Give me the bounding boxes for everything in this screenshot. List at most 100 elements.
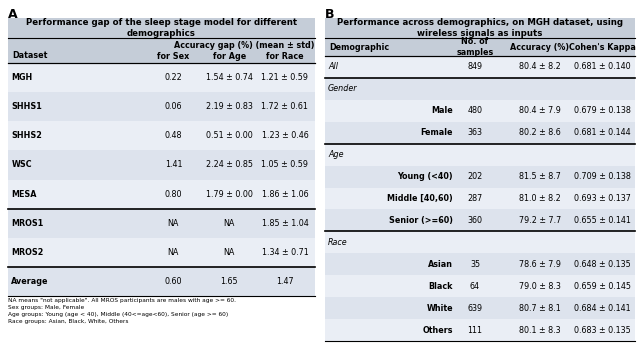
Text: 1.72 ± 0.61: 1.72 ± 0.61 — [262, 102, 308, 111]
Text: 78.6 ± 7.9: 78.6 ± 7.9 — [519, 260, 561, 269]
Text: 0.06: 0.06 — [164, 102, 182, 111]
Bar — [325, 122, 635, 144]
Text: 0.684 ± 0.141: 0.684 ± 0.141 — [573, 304, 630, 313]
Text: MROS1: MROS1 — [12, 219, 44, 228]
Text: WSC: WSC — [12, 161, 32, 170]
Text: 2.19 ± 0.83: 2.19 ± 0.83 — [205, 102, 253, 111]
Text: Young (<40): Young (<40) — [397, 172, 453, 181]
Text: MESA: MESA — [12, 190, 37, 199]
Text: Age: Age — [328, 150, 344, 159]
Text: Others: Others — [422, 326, 453, 335]
Bar — [8, 121, 315, 151]
Text: 287: 287 — [467, 194, 483, 203]
Bar — [8, 180, 315, 209]
Text: 0.681 ± 0.140: 0.681 ± 0.140 — [573, 63, 630, 72]
Text: Performance across demographics, on MGH dataset, using
wireless signals as input: Performance across demographics, on MGH … — [337, 18, 623, 38]
Text: White: White — [426, 304, 453, 313]
Text: for Sex: for Sex — [157, 52, 189, 61]
Bar — [325, 38, 635, 56]
Bar — [8, 92, 315, 121]
Bar — [8, 38, 315, 63]
Text: 80.1 ± 8.3: 80.1 ± 8.3 — [519, 326, 561, 335]
Bar — [8, 238, 315, 267]
Text: 1.47: 1.47 — [276, 277, 294, 286]
Text: 0.22: 0.22 — [164, 73, 182, 82]
Text: 202: 202 — [467, 172, 483, 181]
Bar — [325, 231, 635, 253]
Bar — [325, 144, 635, 166]
Text: 363: 363 — [467, 128, 483, 137]
Text: 80.7 ± 8.1: 80.7 ± 8.1 — [519, 304, 561, 313]
Bar — [325, 166, 635, 188]
Text: 0.679 ± 0.138: 0.679 ± 0.138 — [573, 106, 630, 115]
Text: 1.65: 1.65 — [220, 277, 238, 286]
Text: Senior (>=60): Senior (>=60) — [389, 216, 453, 225]
Text: 0.659 ± 0.145: 0.659 ± 0.145 — [573, 282, 630, 291]
Text: 1.54 ± 0.74: 1.54 ± 0.74 — [205, 73, 253, 82]
Text: Cohen's Kappa: Cohen's Kappa — [568, 43, 636, 52]
Text: 1.05 ± 0.59: 1.05 ± 0.59 — [261, 161, 308, 170]
Text: 480: 480 — [467, 106, 483, 115]
Text: Gender: Gender — [328, 84, 358, 93]
Text: A: A — [8, 8, 18, 21]
Text: Black: Black — [429, 282, 453, 291]
Text: 0.51 ± 0.00: 0.51 ± 0.00 — [206, 131, 253, 140]
Text: 0.648 ± 0.135: 0.648 ± 0.135 — [573, 260, 630, 269]
Text: 80.4 ± 8.2: 80.4 ± 8.2 — [519, 63, 561, 72]
Bar — [325, 253, 635, 275]
Text: NA: NA — [168, 219, 179, 228]
Text: Male: Male — [431, 106, 453, 115]
Text: 0.683 ± 0.135: 0.683 ± 0.135 — [573, 326, 630, 335]
Bar — [325, 297, 635, 319]
Text: 1.85 ± 1.04: 1.85 ± 1.04 — [262, 219, 308, 228]
Text: Asian: Asian — [428, 260, 453, 269]
Bar — [8, 18, 315, 38]
Text: All: All — [328, 63, 338, 72]
Text: 0.709 ± 0.138: 0.709 ± 0.138 — [573, 172, 630, 181]
Bar — [8, 209, 315, 238]
Text: Race: Race — [328, 238, 348, 247]
Text: 64: 64 — [470, 282, 480, 291]
Bar — [325, 100, 635, 122]
Text: Accuracy (%): Accuracy (%) — [511, 43, 570, 52]
Text: 2.24 ± 0.85: 2.24 ± 0.85 — [205, 161, 253, 170]
Text: for Race: for Race — [266, 52, 304, 61]
Text: 1.23 ± 0.46: 1.23 ± 0.46 — [262, 131, 308, 140]
Text: 0.681 ± 0.144: 0.681 ± 0.144 — [573, 128, 630, 137]
Text: 80.2 ± 8.6: 80.2 ± 8.6 — [519, 128, 561, 137]
Text: NA: NA — [168, 248, 179, 257]
Text: MROS2: MROS2 — [12, 248, 44, 257]
Bar — [325, 209, 635, 231]
Text: 0.48: 0.48 — [164, 131, 182, 140]
Bar — [325, 18, 635, 38]
Bar — [325, 319, 635, 341]
Text: Middle [40,60): Middle [40,60) — [387, 194, 453, 203]
Bar — [325, 188, 635, 209]
Text: 81.0 ± 8.2: 81.0 ± 8.2 — [519, 194, 561, 203]
Text: NA means "not applicable". All MROS participants are males with age >= 60.
Sex g: NA means "not applicable". All MROS part… — [8, 298, 236, 324]
Text: 0.80: 0.80 — [164, 190, 182, 199]
Text: 0.693 ± 0.137: 0.693 ± 0.137 — [573, 194, 630, 203]
Bar — [8, 151, 315, 180]
Bar — [325, 78, 635, 100]
Text: Accuracy gap (%) (mean ± std): Accuracy gap (%) (mean ± std) — [174, 40, 314, 49]
Text: 81.5 ± 8.7: 81.5 ± 8.7 — [519, 172, 561, 181]
Text: B: B — [325, 8, 335, 21]
Text: 0.60: 0.60 — [164, 277, 182, 286]
Bar — [325, 56, 635, 78]
Bar — [325, 275, 635, 297]
Text: 1.21 ± 0.59: 1.21 ± 0.59 — [261, 73, 308, 82]
Text: Average: Average — [12, 277, 49, 286]
Text: for Age: for Age — [212, 52, 246, 61]
Text: NA: NA — [223, 219, 235, 228]
Text: 1.79 ± 0.00: 1.79 ± 0.00 — [205, 190, 253, 199]
Text: 1.86 ± 1.06: 1.86 ± 1.06 — [262, 190, 308, 199]
Text: Dataset: Dataset — [12, 52, 48, 61]
Text: 80.4 ± 7.9: 80.4 ± 7.9 — [519, 106, 561, 115]
Text: SHHS2: SHHS2 — [12, 131, 42, 140]
Text: 849: 849 — [467, 63, 483, 72]
Text: Female: Female — [420, 128, 453, 137]
Text: 79.0 ± 8.3: 79.0 ± 8.3 — [519, 282, 561, 291]
Text: MGH: MGH — [12, 73, 33, 82]
Text: Demographic: Demographic — [329, 43, 389, 52]
